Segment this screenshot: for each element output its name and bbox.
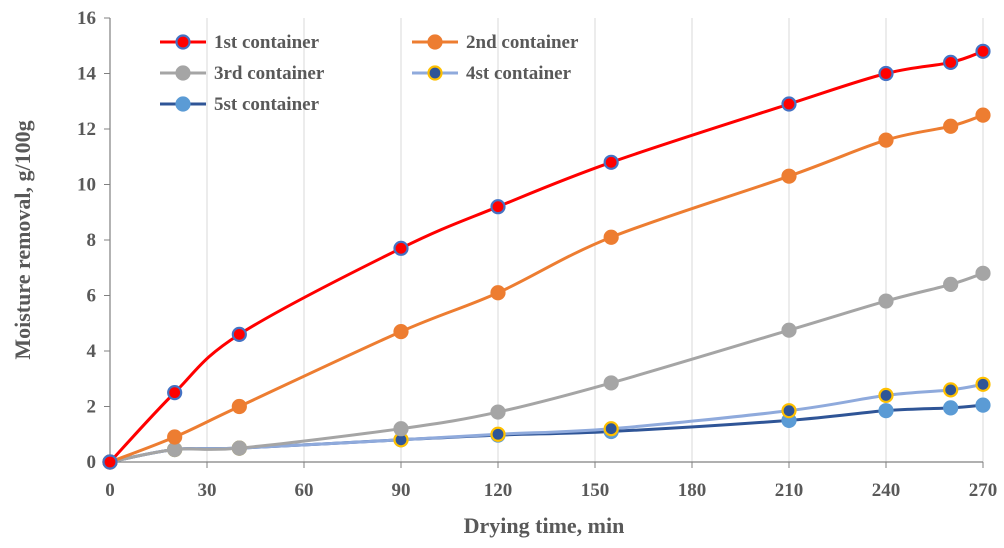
data-point xyxy=(781,322,797,338)
y-tick-label: 16 xyxy=(77,8,96,29)
legend-label: 1st container xyxy=(214,32,320,53)
legend-label: 4st container xyxy=(466,63,572,84)
data-point xyxy=(231,398,247,415)
y-tick-label: 14 xyxy=(77,64,97,85)
data-point xyxy=(490,426,506,442)
legend-label: 3rd container xyxy=(214,63,325,84)
data-point xyxy=(878,403,894,419)
series-group xyxy=(102,43,991,470)
data-point xyxy=(603,154,619,170)
y-tick-label: 0 xyxy=(87,452,97,473)
data-point xyxy=(231,440,247,456)
legend-label: 2nd container xyxy=(466,32,579,53)
data-point xyxy=(878,387,894,403)
data-point xyxy=(975,397,991,413)
x-tick-label: 150 xyxy=(581,480,610,501)
data-point xyxy=(943,118,959,134)
y-axis-title: Moisture removal, g/100g xyxy=(10,120,35,359)
data-point xyxy=(943,382,959,398)
x-tick-label: 240 xyxy=(872,480,901,501)
data-point xyxy=(393,323,409,340)
legend-swatch-marker xyxy=(175,65,191,81)
x-tick-label: 210 xyxy=(775,480,804,501)
data-point xyxy=(490,199,506,215)
data-point xyxy=(943,400,959,416)
data-point xyxy=(943,276,959,292)
data-point xyxy=(878,132,894,148)
data-point xyxy=(975,265,991,281)
y-tick-label: 2 xyxy=(87,397,97,418)
gridlines xyxy=(206,18,984,462)
series-1 xyxy=(102,43,991,470)
data-point xyxy=(167,429,183,445)
legend-entry-1: 1st container xyxy=(160,32,320,53)
data-point xyxy=(603,421,619,437)
data-point xyxy=(943,54,959,71)
data-point xyxy=(393,240,409,256)
data-point xyxy=(975,376,991,392)
x-tick-label: 60 xyxy=(295,480,314,501)
data-point xyxy=(231,326,247,342)
x-tick-label: 0 xyxy=(105,480,115,501)
legend-swatch-marker xyxy=(175,34,191,50)
x-tick-label: 30 xyxy=(198,480,217,501)
tick-labels: 0 2 4 6 8 10 12 14 16 0 30 60 90 120 150 180 210 240 270 xyxy=(77,8,997,501)
legend-entry-2: 2nd container xyxy=(412,32,579,53)
y-tick-label: 8 xyxy=(87,230,97,251)
legend-entry-5: 5st container xyxy=(160,94,320,115)
y-tick-label: 10 xyxy=(77,175,96,196)
data-point xyxy=(975,107,991,123)
legend-swatch-marker xyxy=(427,34,443,50)
y-tick-label: 6 xyxy=(87,286,97,307)
data-point xyxy=(603,375,619,391)
legend-swatch-marker xyxy=(427,65,443,81)
data-point xyxy=(490,285,506,301)
legend-label: 5st container xyxy=(214,94,320,115)
data-point xyxy=(781,168,797,184)
x-tick-label: 90 xyxy=(392,480,411,501)
legend-swatch-marker xyxy=(175,96,191,112)
series-line xyxy=(109,271,984,464)
x-tick-label: 180 xyxy=(678,480,707,501)
series-3 xyxy=(102,265,991,470)
x-tick-label: 270 xyxy=(969,480,998,501)
data-point xyxy=(781,96,797,112)
data-point xyxy=(167,385,183,401)
legend: 1st container 2nd container 3rd container 4… xyxy=(160,32,579,115)
x-tick-label: 120 xyxy=(484,480,513,501)
y-tick-label: 4 xyxy=(87,341,97,362)
legend-entry-4: 4st container xyxy=(412,63,572,84)
data-point xyxy=(878,65,894,82)
data-point xyxy=(490,404,506,420)
data-point xyxy=(781,403,797,419)
data-point xyxy=(878,293,894,309)
data-point xyxy=(102,454,118,470)
data-point xyxy=(603,229,619,245)
data-point xyxy=(975,43,991,59)
y-tick-label: 12 xyxy=(77,119,96,140)
x-axis-title: Drying time, min xyxy=(464,513,625,538)
series-line xyxy=(109,113,984,464)
data-point xyxy=(167,441,183,458)
data-point xyxy=(393,421,409,437)
legend-entry-3: 3rd container xyxy=(160,63,325,84)
